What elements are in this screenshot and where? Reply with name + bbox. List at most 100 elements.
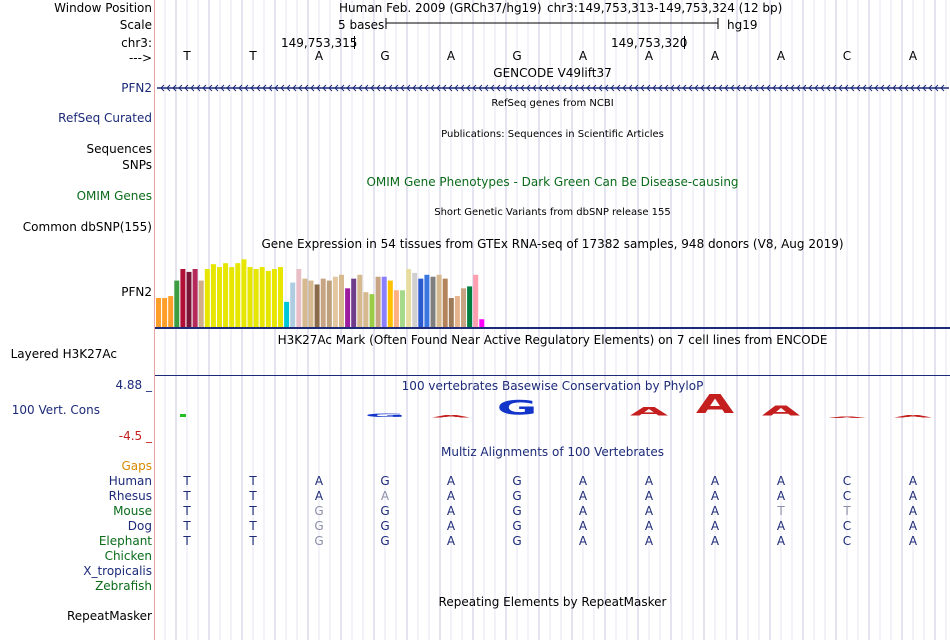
strand-chevron — [346, 84, 351, 92]
layered-h3k27ac-label[interactable]: Layered H3K27Ac — [10, 347, 117, 361]
position-readout: chr3:149,753,313-149,753,324 (12 bp) — [547, 1, 783, 15]
gtex-tissue-bar — [479, 319, 485, 327]
reference-base: A — [578, 49, 588, 63]
strand-chevron — [340, 84, 345, 92]
pfn2-gene-feature[interactable] — [157, 82, 949, 94]
strand-chevron — [526, 84, 531, 92]
h3k27ac-baseline — [155, 375, 950, 376]
strand-chevron — [442, 84, 447, 92]
strand-chevron — [904, 84, 909, 92]
species-label[interactable]: Human — [108, 474, 152, 488]
strand-chevron — [844, 84, 849, 92]
conservation-letter: A — [629, 405, 669, 419]
strand-chevron — [574, 84, 579, 92]
reference-base: A — [314, 49, 324, 63]
repeatmasker-label[interactable]: RepeatMasker — [66, 609, 152, 623]
aligned-base: A — [578, 489, 588, 503]
species-label[interactable]: Rhesus — [108, 489, 152, 503]
vert-cons-label[interactable]: 100 Vert. Cons — [11, 403, 100, 417]
gtex-tissue-bar — [375, 276, 381, 327]
species-label[interactable]: Elephant — [98, 534, 152, 548]
species-label[interactable]: Chicken — [104, 549, 152, 563]
pfn2-gene-label[interactable]: PFN2 — [121, 81, 152, 95]
common-dbsnp-label[interactable]: Common dbSNP(155) — [22, 220, 152, 234]
gaps-label[interactable]: Gaps — [121, 459, 152, 473]
strand-chevron — [838, 84, 843, 92]
species-label[interactable]: Zebrafish — [95, 579, 152, 593]
strand-chevron — [394, 84, 399, 92]
strand-chevron — [682, 84, 687, 92]
strand-chevron — [628, 84, 633, 92]
conservation-letter: A — [431, 413, 471, 419]
strand-chevron — [418, 84, 423, 92]
strand-chevron — [670, 84, 675, 92]
strand-chevron — [508, 84, 513, 92]
scale-db-text: hg19 — [727, 18, 758, 32]
strand-chevron — [544, 84, 549, 92]
strand-chevron — [790, 84, 795, 92]
strand-chevron — [262, 84, 267, 92]
strand-chevron — [694, 84, 699, 92]
strand-chevron — [166, 84, 171, 92]
aligned-base: A — [446, 489, 456, 503]
gtex-tissue-bar — [339, 274, 344, 327]
gtex-expression-chart[interactable] — [155, 250, 950, 330]
strand-chevron — [460, 84, 465, 92]
strand-chevron — [754, 84, 759, 92]
gtex-pfn2-label[interactable]: PFN2 — [121, 285, 152, 299]
scale-bar — [385, 18, 719, 29]
strand-chevron — [898, 84, 903, 92]
aligned-base: A — [578, 534, 588, 548]
gtex-tissue-bar — [204, 268, 210, 327]
snps-label[interactable]: SNPs — [122, 158, 152, 172]
aligned-base: A — [710, 519, 720, 533]
strand-chevron — [244, 84, 249, 92]
aligned-base: C — [842, 519, 852, 533]
species-label[interactable]: X_tropicalis — [83, 564, 152, 578]
reference-base: C — [842, 49, 852, 63]
strand-chevron — [286, 84, 291, 92]
strand-chevron — [268, 84, 273, 92]
strand-chevron — [634, 84, 639, 92]
reference-base: T — [183, 49, 191, 63]
species-label[interactable]: Mouse — [113, 504, 152, 518]
strand-chevron — [274, 84, 279, 92]
strand-chevron — [664, 84, 669, 92]
gtex-tissue-bar — [454, 296, 460, 327]
strand-chevron — [208, 84, 213, 92]
gtex-tissue-bar — [210, 264, 216, 327]
refseq-curated-label[interactable]: RefSeq Curated — [58, 111, 152, 125]
strand-chevron — [412, 84, 417, 92]
aligned-base: G — [512, 489, 522, 503]
strand-chevron — [928, 84, 933, 92]
alignment-row — [0, 579, 950, 594]
sequences-label[interactable]: Sequences — [86, 142, 152, 156]
reference-base: A — [776, 49, 786, 63]
strand-chevron — [316, 84, 321, 92]
aligned-base: C — [842, 489, 852, 503]
aligned-base: G — [314, 519, 324, 533]
gtex-tissue-bar — [302, 278, 308, 327]
strand-chevron — [538, 84, 543, 92]
refseq-title: RefSeq genes from NCBI — [491, 98, 614, 109]
aligned-base: A — [380, 489, 390, 503]
reference-base: A — [644, 49, 654, 63]
aligned-base: G — [512, 519, 522, 533]
aligned-base: G — [512, 474, 522, 488]
gtex-tissue-bar — [442, 278, 448, 327]
aligned-base: A — [578, 474, 588, 488]
strand-chevron — [178, 84, 183, 92]
aligned-base: A — [908, 474, 918, 488]
aligned-base: A — [908, 534, 918, 548]
gtex-tissue-bar — [174, 280, 180, 327]
gencode-title: GENCODE V49lift37 — [493, 66, 612, 80]
strand-chevron — [370, 84, 375, 92]
omim-genes-label[interactable]: OMIM Genes — [76, 189, 152, 203]
species-label[interactable]: Dog — [127, 519, 152, 533]
gtex-tissue-bar — [259, 267, 265, 327]
strand-chevron — [478, 84, 483, 92]
strand-chevron — [826, 84, 831, 92]
aligned-base: T — [777, 504, 785, 518]
